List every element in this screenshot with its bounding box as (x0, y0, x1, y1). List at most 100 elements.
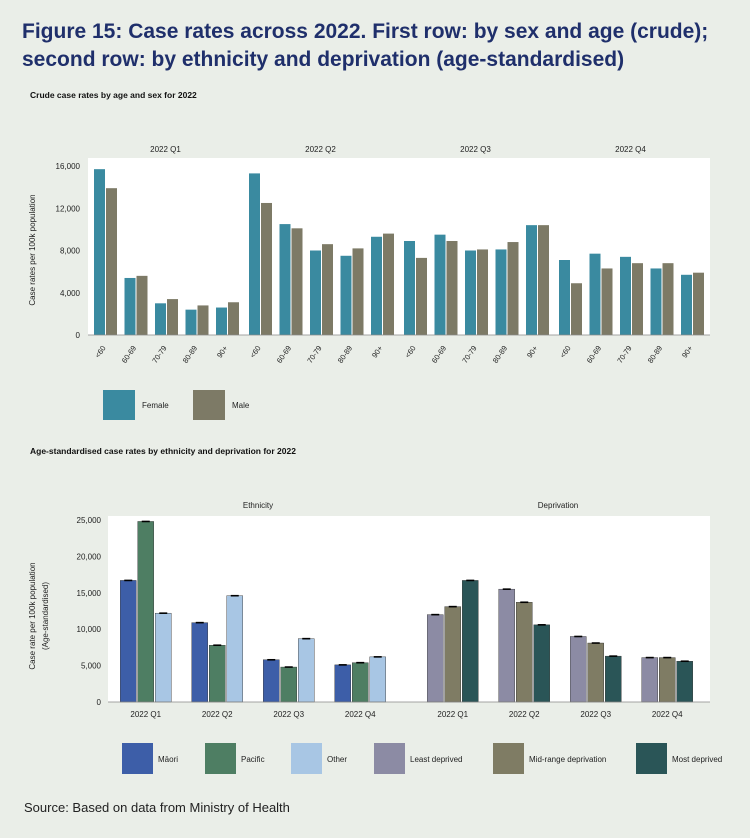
chart1-y-tick-label: 12,000 (56, 204, 81, 213)
chart1-bar-male (322, 244, 333, 335)
chart2-bar-mid (516, 602, 533, 703)
chart2-legend-swatch-most (636, 743, 667, 774)
chart1-x-tick-label: 90+ (525, 343, 540, 359)
chart2-bar-least (641, 657, 658, 703)
chart1-bar-male (507, 242, 519, 335)
chart1-y-tick-label: 4,000 (60, 289, 81, 298)
chart1-legend-swatch-male (193, 390, 225, 420)
chart1-bar-female (155, 303, 166, 335)
chart2-legend-label-maori: Māori (158, 755, 178, 764)
chart2-bar-maori (334, 664, 351, 703)
chart2-bar-mid (587, 642, 604, 703)
chart2-y-tick-label: 15,000 (77, 589, 102, 598)
chart1-bar-male (291, 228, 303, 335)
chart2-y-axis-label-2: (Age-standardised) (41, 582, 50, 650)
chart1-x-tick-label: 60-69 (120, 344, 138, 365)
chart2-y-tick-label: 25,000 (77, 516, 102, 525)
chart2-x-tick-label: 2022 Q2 (202, 710, 233, 719)
chart2-x-tick-label: 2022 Q2 (509, 710, 540, 719)
chart1-legend-label-female: Female (142, 401, 169, 410)
chart2-legend-swatch-pacific (205, 743, 236, 774)
chart2-subtitle: Age-standardised case rates by ethnicity… (30, 446, 296, 456)
chart1-bar-male (477, 249, 488, 335)
chart1-plot-area (88, 158, 710, 335)
chart1-bar-female (404, 240, 415, 335)
chart2-x-tick-label: 2022 Q3 (580, 710, 611, 719)
chart1-bar-male (571, 283, 582, 335)
chart2-bar-pacific (280, 666, 297, 703)
chart2-bar-most (533, 624, 550, 703)
chart1-x-tick-label: 80-89 (646, 344, 664, 365)
chart1-x-tick-label: 90+ (215, 343, 230, 359)
chart1-bar-female (124, 277, 136, 335)
chart1-x-tick-label: 80-89 (181, 344, 199, 365)
chart1-x-tick-label: <60 (558, 344, 573, 360)
chart2-bar-most (462, 580, 479, 703)
chart1-bar-female (340, 255, 352, 335)
chart2-panel-title: Ethnicity (243, 501, 273, 510)
chart2-bar-least (570, 636, 587, 703)
chart2-legend-label-most: Most deprived (672, 755, 722, 764)
chart2-x-tick-label: 2022 Q4 (652, 710, 683, 719)
chart1-x-tick-label: 60-69 (275, 344, 293, 365)
chart1-bar-female (465, 250, 476, 335)
chart1-y-tick-label: 16,000 (56, 162, 81, 171)
chart1-group-label: 2022 Q3 (460, 145, 491, 154)
chart1-bar-female (681, 274, 692, 335)
chart1-y-tick-label: 0 (76, 331, 81, 340)
chart2-x-tick-label: 2022 Q1 (130, 710, 161, 719)
chart1-y-axis-label: Case rates per 100k population (28, 194, 37, 305)
chart2-legend-swatch-maori (122, 743, 153, 774)
chart1-bar-male (416, 257, 427, 335)
chart2-bar-least (427, 614, 444, 703)
chart2-bar-pacific (209, 645, 226, 703)
chart1-bar-male (106, 188, 117, 335)
chart2-bar-maori (120, 580, 137, 703)
chart1-group-label: 2022 Q1 (150, 145, 181, 154)
chart1-group-label: 2022 Q4 (615, 145, 646, 154)
chart1-bar-male (632, 263, 643, 335)
chart2-legend-label-pacific: Pacific (241, 755, 265, 764)
chart1-subtitle: Crude case rates by age and sex for 2022 (30, 90, 197, 100)
chart1-bar-female (620, 256, 631, 335)
chart2-y-axis-label: Case rate per 100k population (28, 562, 37, 669)
chart1-bar-male (538, 225, 549, 335)
chart1-bar-male (136, 275, 148, 335)
chart1-bar-male (261, 202, 272, 335)
chart1-x-tick-label: 90+ (680, 343, 695, 359)
chart2-bar-other (298, 638, 315, 703)
chart1-x-tick-label: <60 (248, 344, 263, 360)
chart2-y-tick-label: 10,000 (77, 625, 102, 634)
chart2-x-tick-label: 2022 Q4 (345, 710, 376, 719)
chart2-bar-mid (444, 606, 461, 703)
chart1-x-tick-label: 70-79 (305, 344, 323, 365)
chart1-x-tick-label: 70-79 (460, 344, 478, 365)
chart1-x-tick-label: 90+ (370, 343, 385, 359)
source-note: Source: Based on data from Ministry of H… (24, 800, 290, 815)
chart2-y-tick-label: 20,000 (77, 552, 102, 561)
chart2-y-tick-label: 5,000 (81, 662, 102, 671)
chart2-bar-pacific (137, 521, 154, 703)
chart1-x-tick-label: 80-89 (491, 344, 509, 365)
chart1-x-tick-label: 60-69 (430, 344, 448, 365)
chart2-x-tick-label: 2022 Q3 (273, 710, 304, 719)
chart2-bar-mid (659, 657, 676, 703)
chart1-bar-female (371, 236, 382, 335)
chart1-bar-male (197, 305, 209, 335)
chart2-y-tick-label: 0 (97, 698, 102, 707)
chart1-x-tick-label: <60 (403, 344, 418, 360)
chart1-group-label: 2022 Q2 (305, 145, 336, 154)
chart2-bar-most (676, 661, 693, 703)
chart2-bar-pacific (352, 662, 369, 703)
chart1-bar-female (94, 169, 105, 335)
chart1-bar-male (167, 299, 178, 335)
chart1-bar-male (383, 233, 394, 335)
chart1-bar-female (559, 260, 570, 335)
chart2-legend-swatch-mid (493, 743, 524, 774)
chart1-bar-male (601, 268, 613, 335)
chart1-y-tick-label: 8,000 (60, 247, 81, 256)
chart2-bar-least (498, 588, 515, 703)
chart1-bar-female (249, 173, 260, 335)
chart1-bar-male (228, 302, 239, 335)
